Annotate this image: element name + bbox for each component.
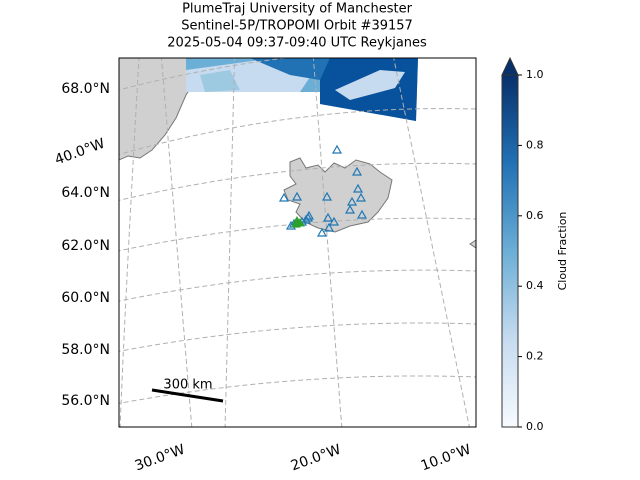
colorbar-tick-label: 0.8	[526, 138, 544, 151]
colorbar-tick-label: 0.6	[526, 209, 544, 222]
lat-label: 58.0°N	[61, 342, 110, 358]
title-line: Sentinel-5P/TROPOMI Orbit #39157	[181, 19, 413, 34]
lat-label: 68.0°N	[61, 81, 110, 97]
lon-label: 40.0°W	[53, 136, 107, 169]
volcano	[291, 191, 303, 201]
volcano	[328, 216, 340, 226]
volcano	[321, 191, 333, 201]
graticule	[119, 58, 476, 427]
title-line: 2025-05-04 09:37-09:40 UTC Reykjanes	[167, 36, 427, 51]
ocean	[119, 58, 476, 427]
volcano	[351, 166, 363, 176]
lat-label: 56.0°N	[61, 393, 110, 409]
colorbar-tick-label: 1.0	[526, 68, 544, 81]
volcano	[300, 214, 312, 224]
title-line: PlumeTraj University of Manchester	[182, 2, 412, 17]
volcano-markers	[278, 144, 368, 237]
volcano	[352, 183, 364, 193]
target-volcano	[291, 218, 301, 228]
volcano	[323, 222, 335, 232]
scale-bar	[151, 388, 224, 403]
map-frame	[118, 57, 477, 428]
volcano	[278, 192, 290, 202]
volcano	[316, 227, 328, 237]
lon-label: 20.0°W	[289, 442, 343, 475]
lat-label: 60.0°N	[61, 290, 110, 306]
lon-label: 10.0°W	[419, 442, 473, 475]
colorbar-tick-label: 0.4	[526, 279, 544, 292]
volcano	[322, 212, 334, 222]
colorbar	[501, 74, 519, 428]
volcano	[355, 192, 367, 202]
volcano	[356, 209, 368, 219]
volcano	[331, 144, 343, 154]
volcano	[344, 204, 356, 214]
lat-label: 62.0°N	[61, 238, 110, 254]
volcano	[346, 196, 358, 206]
scale-bar-label: 300 km	[163, 378, 212, 393]
lat-label: 64.0°N	[61, 185, 110, 201]
volcano	[302, 212, 314, 222]
land	[469, 239, 476, 249]
colorbar-tick-label: 0.2	[526, 350, 544, 363]
colorbar-tick-label: 0.0	[526, 420, 544, 433]
colorbar-ticks: 0.0 0.2 0.4 0.6 0.8 1.0	[518, 68, 544, 433]
map-content	[119, 58, 476, 427]
lon-label: 30.0°W	[133, 442, 187, 475]
colorbar-label: Cloud Fraction	[556, 212, 569, 291]
cloud-swath	[186, 58, 418, 121]
colorbar-extend	[501, 56, 519, 76]
